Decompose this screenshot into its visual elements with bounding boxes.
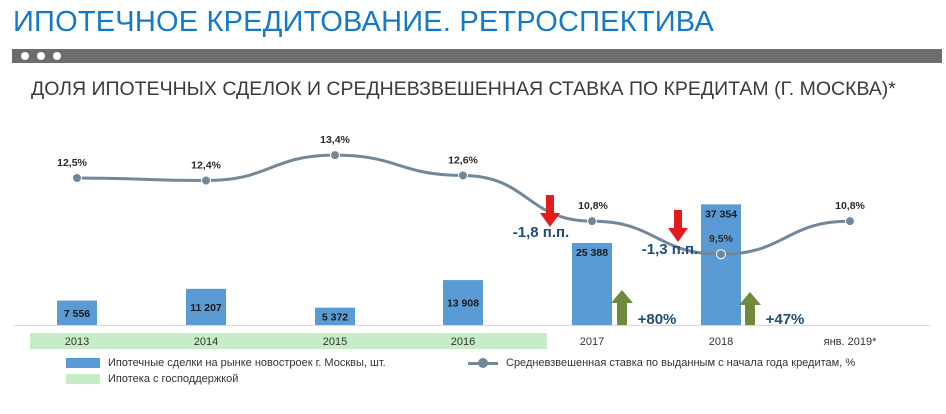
bar xyxy=(186,288,226,325)
bar xyxy=(572,242,612,325)
bar xyxy=(57,300,97,325)
legend-line-swatch xyxy=(468,358,498,369)
deals-growth-label: +47% xyxy=(766,311,805,328)
x-tick-label: 2018 xyxy=(709,336,733,348)
window-dot-icon xyxy=(21,52,29,60)
chart-subtitle: ДОЛЯ ИПОТЕЧНЫХ СДЕЛОК И СРЕДНЕВЗВЕШЕННАЯ… xyxy=(31,78,896,100)
rate-data-label: 9,5% xyxy=(709,233,734,245)
window-bar xyxy=(12,49,942,63)
window-dot-icon xyxy=(53,52,61,60)
x-tick-label: 2017 xyxy=(580,336,604,348)
rate-data-label: 12,6% xyxy=(448,154,478,166)
legend-label-deals: Ипотечные сделки на рынке новостроек г. … xyxy=(108,357,386,369)
x-tick-label: 2013 xyxy=(65,336,89,348)
bar-data-label: 5 372 xyxy=(322,311,348,323)
arrow-down-icon xyxy=(540,195,560,227)
rate-change-label: -1,3 п.п. xyxy=(642,241,698,258)
rate-data-label: 12,4% xyxy=(191,160,221,172)
rate-point xyxy=(587,216,597,227)
legend-bar-swatch xyxy=(66,358,100,369)
bar-data-label: 11 207 xyxy=(190,302,222,314)
legend-item-state-support: Ипотека с господдержкой xyxy=(66,373,238,385)
rate-point xyxy=(716,249,726,260)
x-tick-label: 2016 xyxy=(451,336,475,348)
x-tick-label: янв. 2019* xyxy=(824,336,877,348)
rate-data-label: 10,8% xyxy=(835,200,865,212)
x-tick-label: 2015 xyxy=(323,336,347,348)
rate-data-label: 10,8% xyxy=(578,200,608,212)
deals-growth-label: +80% xyxy=(638,311,677,328)
x-tick-label: 2014 xyxy=(194,336,218,348)
arrow-down-icon xyxy=(668,210,688,242)
bar-data-label: 37 354 xyxy=(705,208,737,220)
arrow-up-icon xyxy=(611,290,633,325)
rate-change-label: -1,8 п.п. xyxy=(513,224,569,241)
page-title: ИПОТЕЧНОЕ КРЕДИТОВАНИЕ. РЕТРОСПЕКТИВА xyxy=(13,6,714,38)
legend-item-deals: Ипотечные сделки на рынке новостроек г. … xyxy=(66,357,386,369)
window-dot-icon xyxy=(37,52,45,60)
rate-point xyxy=(72,173,82,183)
rate-data-label: 13,4% xyxy=(320,134,350,146)
legend-label-rate: Средневзвешенная ставка по выданным с на… xyxy=(506,357,856,369)
legend-label-state-support: Ипотека с господдержкой xyxy=(108,373,239,385)
bar-data-label: 7 556 xyxy=(64,308,90,320)
bar-data-label: 13 908 xyxy=(447,298,479,310)
rate-data-label: 12,5% xyxy=(57,157,87,169)
rate-point xyxy=(330,150,340,161)
legend-item-rate: Средневзвешенная ставка по выданным с на… xyxy=(468,357,855,369)
rate-point xyxy=(458,170,468,181)
arrow-up-icon xyxy=(739,292,761,325)
state-support-band xyxy=(30,333,547,349)
bar xyxy=(701,204,741,325)
bar xyxy=(315,307,355,325)
legend-band-swatch xyxy=(66,374,100,385)
bar-data-label: 25 388 xyxy=(576,247,608,259)
rate-point xyxy=(201,175,211,186)
rate-point xyxy=(845,216,855,227)
bar xyxy=(443,280,483,325)
